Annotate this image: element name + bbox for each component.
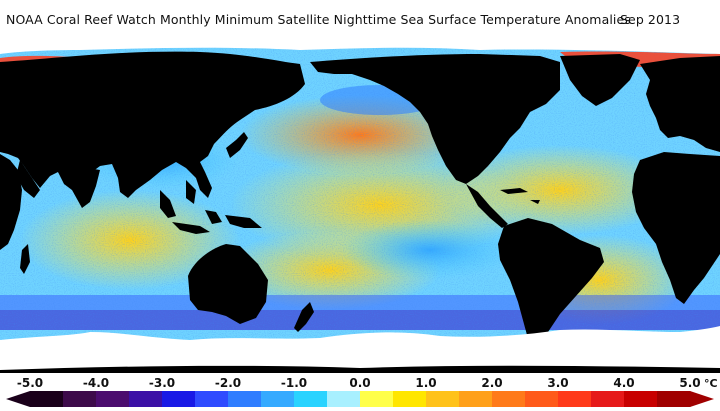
legend-tick-label: -1.0: [281, 376, 307, 390]
land-africa-east: [0, 154, 22, 250]
land-greenland: [560, 54, 640, 106]
land-madagascar: [20, 244, 30, 274]
legend-color-swatch: [261, 391, 295, 407]
legend-tick-label: 4.0: [613, 376, 634, 390]
land-australia: [188, 244, 268, 324]
legend-color-swatch: [657, 391, 691, 407]
legend-tick-label: 1.0: [415, 376, 436, 390]
legend-tick-label: 5.0: [679, 376, 700, 390]
legend-tick-label: -5.0: [17, 376, 43, 390]
map-date: Sep 2013: [620, 12, 681, 27]
land-south-america: [498, 218, 604, 350]
land-central-america: [466, 184, 508, 228]
antarctic-sea-ice: [0, 326, 720, 373]
land-eurasia: [0, 51, 305, 199]
color-scale-legend: -5.0 -4.0 -3.0 -2.0 -1.0 0.0 1.0 2.0 3.0 4.0 5.0 °C: [6, 376, 718, 407]
legend-color-bar: [6, 391, 714, 407]
sst-anomaly-map: [0, 40, 720, 373]
land-south-asia: [16, 160, 100, 208]
legend-color-swatch: [525, 391, 559, 407]
legend-color-swatch: [63, 391, 97, 407]
land-north-america: [310, 54, 560, 184]
legend-color-swatch: [624, 391, 658, 407]
legend-unit: °C: [704, 377, 718, 390]
legend-color-swatch: [30, 391, 64, 407]
legend-color-swatch: [162, 391, 196, 407]
legend-color-swatch: [558, 391, 592, 407]
legend-tick-label: -4.0: [83, 376, 109, 390]
antarctica-core: [0, 365, 720, 373]
land-japan: [226, 132, 248, 158]
legend-color-swatch: [129, 391, 163, 407]
legend-color-swatch: [426, 391, 460, 407]
legend-tick-labels: -5.0 -4.0 -3.0 -2.0 -1.0 0.0 1.0 2.0 3.0 4.0 5.0 °C: [17, 376, 718, 390]
legend-color-swatch: [591, 391, 625, 407]
legend-tick-label: 2.0: [481, 376, 502, 390]
legend-tick-label: -3.0: [149, 376, 175, 390]
legend-tick-label: 0.0: [349, 376, 370, 390]
legend-color-swatch: [459, 391, 493, 407]
land-indonesia: [160, 180, 262, 234]
legend-color-swatch: [228, 391, 262, 407]
legend-color-swatch: [360, 391, 394, 407]
map-title: NOAA Coral Reef Watch Monthly Minimum Sa…: [6, 12, 680, 27]
legend-color-swatch: [96, 391, 130, 407]
map-title-text: NOAA Coral Reef Watch Monthly Minimum Sa…: [6, 12, 631, 27]
legend-tick-label: -2.0: [215, 376, 241, 390]
land-caribbean: [500, 188, 540, 204]
legend-tick-label: 3.0: [547, 376, 568, 390]
legend-color-swatch: [327, 391, 361, 407]
legend-arrow-high: [690, 391, 714, 407]
arctic-ice: [0, 40, 720, 54]
legend-arrow-low: [6, 391, 30, 407]
land-europe: [640, 56, 720, 152]
land-new-zealand: [294, 302, 314, 332]
legend-color-swatch: [294, 391, 328, 407]
legend-color-swatch: [492, 391, 526, 407]
land-africa: [632, 152, 720, 304]
legend-color-swatch: [195, 391, 229, 407]
legend-color-swatch: [393, 391, 427, 407]
